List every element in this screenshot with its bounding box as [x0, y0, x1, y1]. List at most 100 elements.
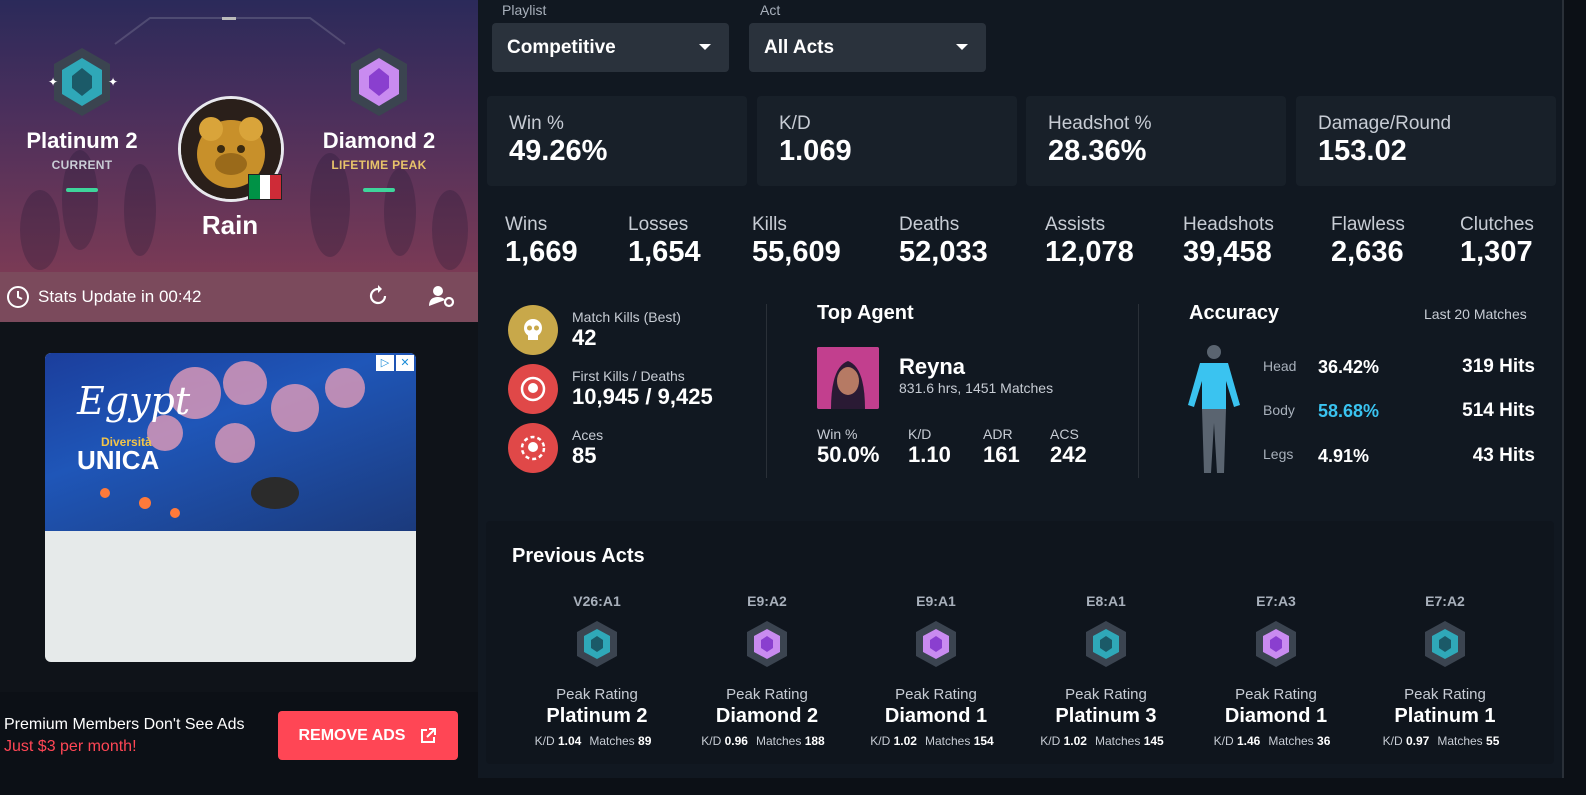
stat-label: Wins — [505, 214, 548, 235]
platinum-rank-icon — [577, 621, 617, 667]
stat-label: Flawless — [1331, 214, 1405, 235]
act-code: E8:A1 — [1086, 593, 1126, 609]
body-silhouette-icon — [1188, 345, 1240, 473]
avatar[interactable] — [178, 96, 284, 202]
remove-ads-button[interactable]: REMOVE ADS — [278, 711, 458, 760]
refresh-icon[interactable] — [366, 284, 390, 308]
stat-value: 1,307 — [1460, 236, 1533, 268]
current-rank-name: Platinum 2 — [26, 128, 138, 153]
matches-value: 36 — [1317, 734, 1331, 748]
matches-label: Matches — [1437, 734, 1483, 748]
first-kills-row: First Kills / Deaths 10,945 / 9,425 — [508, 364, 713, 414]
card-value: 28.36% — [1048, 135, 1147, 167]
previous-act-item[interactable]: E9:A1 Peak Rating Diamond 1 K/D 1.02 Matches… — [851, 593, 1021, 748]
premium-line-2: Just $3 per month! — [4, 738, 137, 755]
agent-portrait[interactable] — [817, 347, 879, 409]
accuracy-body-label: Body — [1263, 402, 1295, 418]
agent-stat-label: Win % — [817, 426, 858, 442]
previous-acts-title: Previous Acts — [512, 545, 645, 567]
card-label: Damage/Round — [1318, 113, 1452, 134]
matches-label: Matches — [589, 734, 635, 748]
act-rank: Diamond 2 — [715, 705, 819, 727]
agent-stat: ACS 242 — [1050, 426, 1087, 468]
flawless-stat: Flawless 2,636 — [1331, 214, 1405, 269]
ad-choices[interactable]: ▷ ✕ — [376, 355, 414, 371]
timer-icon — [7, 286, 29, 308]
matches-label: Matches — [1094, 734, 1141, 748]
agent-hours: 831.6 hrs, 1451 Matches — [899, 380, 1054, 396]
current-rank-bar — [66, 188, 98, 192]
kd-value: 1.02 — [893, 734, 917, 748]
agent-stat-value: 50.0% — [817, 442, 880, 467]
kd-value: 1.02 — [1063, 734, 1087, 748]
current-rank-block: ✦ ✦ Platinum 2 CURRENT — [7, 44, 157, 192]
stat-label: Clutches — [1460, 214, 1534, 235]
platinum-rank-icon — [1425, 621, 1465, 667]
profile-panel: ✦ ✦ Platinum 2 CURRENT Diamond 2 LIFETIME… — [0, 0, 478, 795]
mini-label: Match Kills (Best) — [572, 309, 681, 325]
previous-act-item[interactable]: E8:A1 Peak Rating Platinum 3 K/D 1.02 Matche… — [1021, 593, 1191, 748]
kd-value: 0.97 — [1405, 734, 1430, 748]
avatar-image-icon — [181, 99, 281, 199]
ad-play-icon[interactable]: ▷ — [376, 355, 394, 371]
act-kd-matches: K/D 1.02 Matches 145 — [1021, 734, 1191, 748]
card-label: K/D — [779, 113, 811, 134]
agent-stat: ADR 161 — [983, 426, 1020, 468]
skull-icon — [508, 305, 558, 355]
agent-stat-value: 242 — [1050, 442, 1087, 467]
matches-value: 188 — [804, 734, 825, 748]
card-value: 49.26% — [509, 135, 608, 167]
previous-act-item[interactable]: V26:A1 Peak Rating Platinum 2 K/D 1.04 Match… — [512, 593, 682, 748]
peak-rating-label: Peak Rating — [556, 686, 638, 703]
accuracy-title: Accuracy — [1189, 302, 1280, 324]
stat-value: 55,609 — [752, 236, 841, 268]
stat-label: Assists — [1045, 214, 1106, 235]
previous-act-item[interactable]: E7:A3 Peak Rating Diamond 1 K/D 1.46 Matches… — [1191, 593, 1361, 748]
clutches-stat: Clutches 1,307 — [1460, 214, 1534, 269]
act-code: E9:A2 — [747, 593, 787, 609]
accuracy-body-hits: 514 Hits — [1462, 400, 1535, 421]
act-rank: Platinum 3 — [1055, 705, 1157, 727]
act-rank: Platinum 1 — [1394, 705, 1496, 727]
act-kd-matches: K/D 1.02 Matches 154 — [851, 734, 1021, 748]
kd-value: 0.96 — [724, 734, 748, 748]
match-kills-row: Match Kills (Best) 42 — [508, 305, 681, 355]
matches-value: 55 — [1486, 734, 1500, 748]
svg-text:✦: ✦ — [48, 75, 58, 89]
accuracy-period: Last 20 Matches — [1424, 306, 1527, 322]
agent-name: Reyna — [899, 354, 966, 379]
kd-value: 1.46 — [1236, 734, 1261, 748]
kd-label: K/D — [1040, 734, 1061, 748]
kd-label: K/D — [870, 734, 891, 748]
act-kd-matches: K/D 0.96 Matches 188 — [682, 734, 852, 748]
act-select[interactable]: All Acts — [749, 23, 986, 72]
ad-diversita-text: Diversità — [101, 435, 152, 449]
remove-ads-label: REMOVE ADS — [298, 726, 406, 744]
accuracy-legs-hits: 43 Hits — [1472, 445, 1535, 466]
stat-value: 2,636 — [1331, 236, 1404, 268]
act-rank: Platinum 2 — [546, 705, 648, 727]
kd-value: 1.04 — [557, 734, 582, 748]
act-kd-matches: K/D 1.46 Matches 36 — [1191, 734, 1361, 748]
act-code: E9:A1 — [916, 593, 956, 609]
peak-rating-label: Peak Rating — [895, 686, 977, 703]
advertisement[interactable]: Egypt Diversità UNICA ▷ ✕ — [45, 353, 416, 662]
previous-act-item[interactable]: E9:A2 Peak Rating Diamond 2 K/D 0.96 Matches… — [682, 593, 852, 748]
peak-rating-label: Peak Rating — [1065, 686, 1147, 703]
divider — [766, 304, 767, 478]
ad-close-icon[interactable]: ✕ — [396, 355, 414, 371]
profile-hero: ✦ ✦ Platinum 2 CURRENT Diamond 2 LIFETIME… — [0, 0, 478, 272]
user-settings-icon[interactable] — [428, 284, 456, 308]
top-notch — [222, 17, 236, 20]
act-code: E7:A2 — [1425, 593, 1465, 609]
agent-stat-label: ADR — [983, 426, 1013, 442]
ad-unica-text: UNICA — [77, 445, 160, 475]
platinum-rank-icon — [1086, 621, 1126, 667]
peak-rank-block: Diamond 2 LIFETIME PEAK — [304, 44, 454, 192]
coral-reef-icon — [100, 361, 365, 518]
kd-label: K/D — [1213, 734, 1234, 748]
current-rank-label: CURRENT — [51, 158, 113, 172]
previous-act-item[interactable]: E7:A2 Peak Rating Platinum 1 K/D 0.97 Matche… — [1360, 593, 1530, 748]
playlist-select[interactable]: Competitive — [492, 23, 729, 72]
